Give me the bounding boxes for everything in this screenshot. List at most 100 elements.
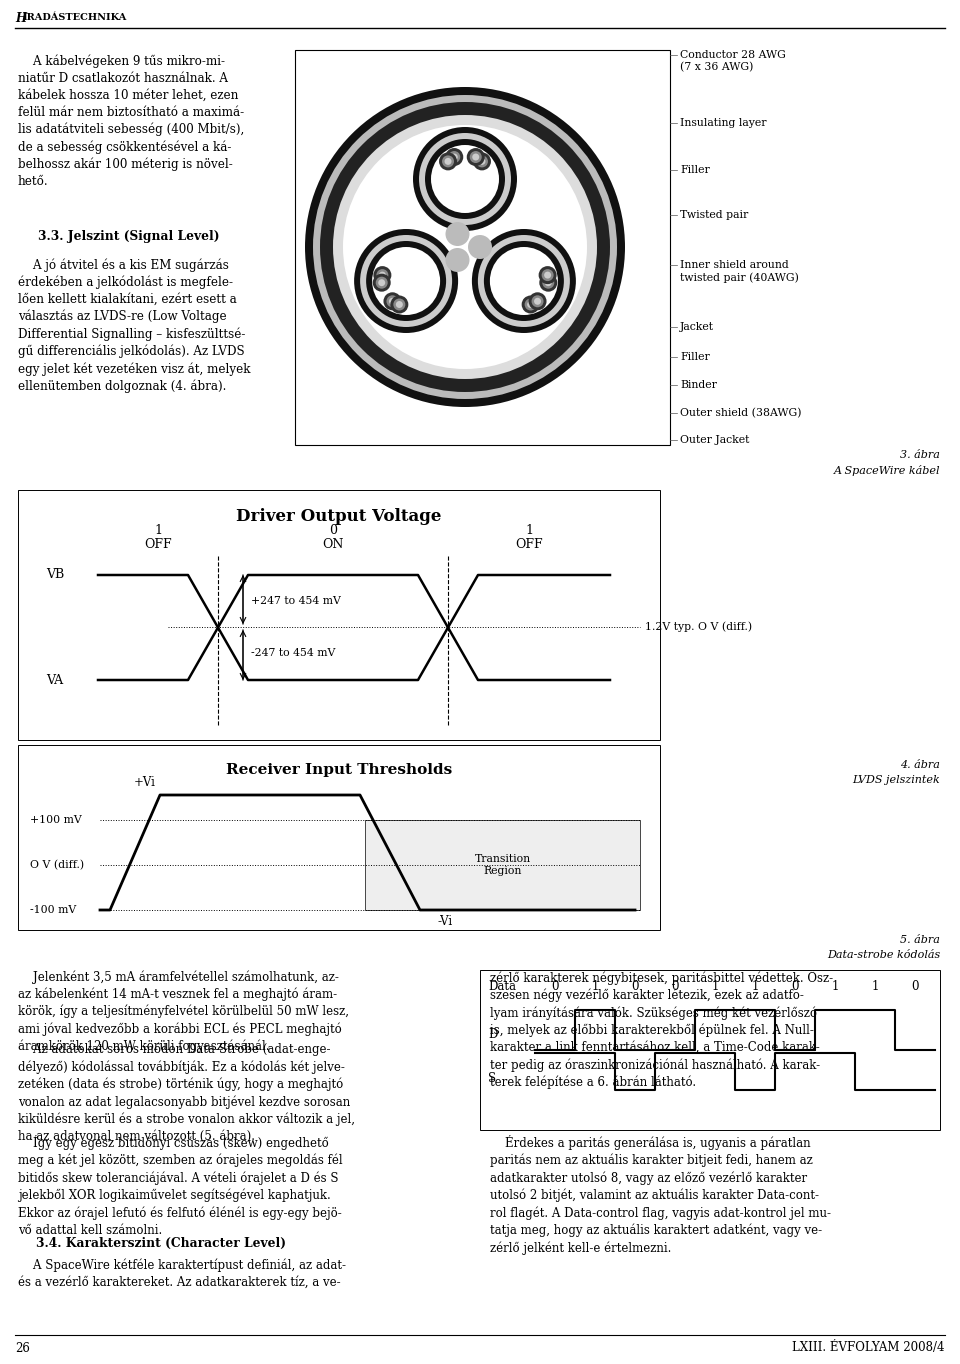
Circle shape — [529, 292, 546, 310]
Circle shape — [542, 277, 554, 289]
Text: ON: ON — [323, 539, 344, 551]
Circle shape — [478, 235, 570, 327]
Text: 26: 26 — [15, 1342, 30, 1354]
Text: OFF: OFF — [144, 539, 172, 551]
Text: 0: 0 — [329, 524, 337, 536]
Circle shape — [366, 241, 446, 321]
Text: 1: 1 — [154, 524, 162, 536]
Circle shape — [372, 274, 391, 292]
Circle shape — [425, 139, 505, 220]
Text: Filler: Filler — [680, 165, 709, 175]
Circle shape — [521, 296, 540, 314]
Circle shape — [473, 153, 491, 170]
Circle shape — [534, 297, 541, 304]
Circle shape — [387, 295, 398, 307]
Circle shape — [484, 241, 564, 321]
Circle shape — [445, 149, 464, 166]
Text: A kábelvégeken 9 tűs mikro-mi-
niatűr D csatlakozót használnak. A
kábelek hossza: A kábelvégeken 9 tűs mikro-mi- niatűr D … — [18, 55, 244, 188]
Circle shape — [396, 301, 403, 308]
Text: VB: VB — [46, 569, 64, 581]
Text: Érdekes a paritás generálása is, ugyanis a páratlan
paritás nem az aktuális kara: Érdekes a paritás generálása is, ugyanis… — [490, 1135, 831, 1255]
Text: 1: 1 — [752, 979, 758, 993]
Text: -100 mV: -100 mV — [30, 904, 76, 915]
Circle shape — [394, 299, 405, 311]
Bar — [480, 970, 940, 1129]
Text: Data-strobe kódolás: Data-strobe kódolás — [827, 949, 940, 960]
Text: LXIII. ÉVFOLYAM 2008/4: LXIII. ÉVFOLYAM 2008/4 — [793, 1342, 945, 1354]
Text: Az adatokat soros módon Data-Strobe (adat-enge-
délyező) kódolással továbbítják.: Az adatokat soros módon Data-Strobe (ada… — [18, 1043, 355, 1143]
Circle shape — [532, 295, 543, 307]
Text: Outer shield (38AWG): Outer shield (38AWG) — [680, 408, 802, 419]
Circle shape — [445, 248, 469, 271]
Bar — [365, 820, 640, 910]
Text: Inner shield around
twisted pair (40AWG): Inner shield around twisted pair (40AWG) — [680, 261, 799, 282]
Circle shape — [445, 222, 469, 246]
Circle shape — [313, 95, 617, 400]
Circle shape — [378, 280, 385, 286]
Text: Data: Data — [488, 979, 516, 993]
Text: A jó átvitel és a kis EM sugárzás
érdekében a jelkódolást is megfele-
lően kelle: A jó átvitel és a kis EM sugárzás érdeké… — [18, 258, 251, 393]
Text: Conductor 28 AWG
(7 x 36 AWG): Conductor 28 AWG (7 x 36 AWG) — [680, 50, 786, 72]
Text: Filler: Filler — [680, 352, 709, 361]
Text: 0: 0 — [791, 979, 799, 993]
Circle shape — [451, 154, 458, 161]
Text: O V (diff.): O V (diff.) — [30, 859, 84, 870]
Text: A SpaceWire kétféle karaktertípust definiál, az adat-
és a vezérlő karaktereket.: A SpaceWire kétféle karaktertípust defin… — [18, 1258, 346, 1289]
Text: zérlő karakterek négybitesek, paritásbittel védettek. Ösz-
szesen négy vezérlő k: zérlő karakterek négybitesek, paritásbit… — [490, 970, 833, 1090]
Circle shape — [444, 158, 451, 165]
Text: Jelenként 3,5 mA áramfelvétellel számolhatunk, az-
az kábelenként 14 mA-t veszne: Jelenként 3,5 mA áramfelvétellel számolh… — [18, 970, 349, 1053]
Text: VA: VA — [46, 674, 63, 686]
Text: Jacket: Jacket — [680, 322, 714, 331]
Text: 3.3. Jelszint (Signal Level): 3.3. Jelszint (Signal Level) — [38, 231, 220, 243]
Text: Twisted pair: Twisted pair — [680, 210, 748, 220]
Text: D: D — [488, 1028, 497, 1042]
Circle shape — [375, 277, 388, 289]
Text: A SpaceWire kábel: A SpaceWire kábel — [833, 465, 940, 476]
Text: Insulating layer: Insulating layer — [680, 119, 766, 128]
Text: 1.2V typ. O V (diff.): 1.2V typ. O V (diff.) — [645, 622, 752, 633]
Circle shape — [343, 125, 587, 370]
Text: +100 mV: +100 mV — [30, 816, 82, 825]
Circle shape — [448, 151, 460, 164]
Text: 0: 0 — [551, 979, 559, 993]
Circle shape — [472, 154, 479, 161]
Text: OFF: OFF — [516, 539, 542, 551]
Circle shape — [320, 102, 610, 391]
Text: Outer Jacket: Outer Jacket — [680, 435, 750, 445]
Text: 3.4. Karakterszint (Character Level): 3.4. Karakterszint (Character Level) — [36, 1237, 286, 1249]
Text: 3. ábra: 3. ábra — [900, 450, 940, 460]
Text: 5. ábra: 5. ábra — [900, 934, 940, 945]
Circle shape — [539, 266, 557, 284]
Text: IRADÁSTECHNIKA: IRADÁSTECHNIKA — [23, 14, 128, 22]
Text: 1: 1 — [831, 979, 839, 993]
Text: -247 to 454 mV: -247 to 454 mV — [251, 648, 335, 659]
Circle shape — [472, 229, 576, 333]
Text: Így egy egész bitidőnyi csúszás (skew) engedhető
meg a két jel között, szemben a: Így egy egész bitidőnyi csúszás (skew) e… — [18, 1135, 343, 1237]
Circle shape — [544, 271, 551, 278]
Text: Transition
Region: Transition Region — [474, 854, 531, 876]
Text: 0: 0 — [632, 979, 638, 993]
Circle shape — [354, 229, 458, 333]
Circle shape — [467, 149, 485, 166]
Circle shape — [431, 145, 499, 213]
Text: +Vi: +Vi — [134, 776, 156, 788]
Text: 0: 0 — [911, 979, 919, 993]
Circle shape — [413, 127, 517, 231]
Circle shape — [469, 151, 482, 164]
Text: +247 to 454 mV: +247 to 454 mV — [251, 596, 341, 606]
Text: 1: 1 — [711, 979, 719, 993]
Text: 1: 1 — [525, 524, 533, 536]
Text: 1: 1 — [591, 979, 599, 993]
Text: Driver Output Voltage: Driver Output Voltage — [236, 507, 442, 525]
Bar — [18, 745, 660, 930]
Text: S: S — [488, 1072, 496, 1084]
Text: Binder: Binder — [680, 381, 717, 390]
Circle shape — [383, 292, 401, 310]
Circle shape — [419, 134, 511, 225]
Circle shape — [379, 271, 386, 278]
Circle shape — [372, 247, 440, 315]
Circle shape — [468, 235, 492, 259]
Text: LVDS jelszintek: LVDS jelszintek — [852, 775, 940, 786]
Circle shape — [389, 297, 396, 304]
Circle shape — [373, 266, 392, 284]
